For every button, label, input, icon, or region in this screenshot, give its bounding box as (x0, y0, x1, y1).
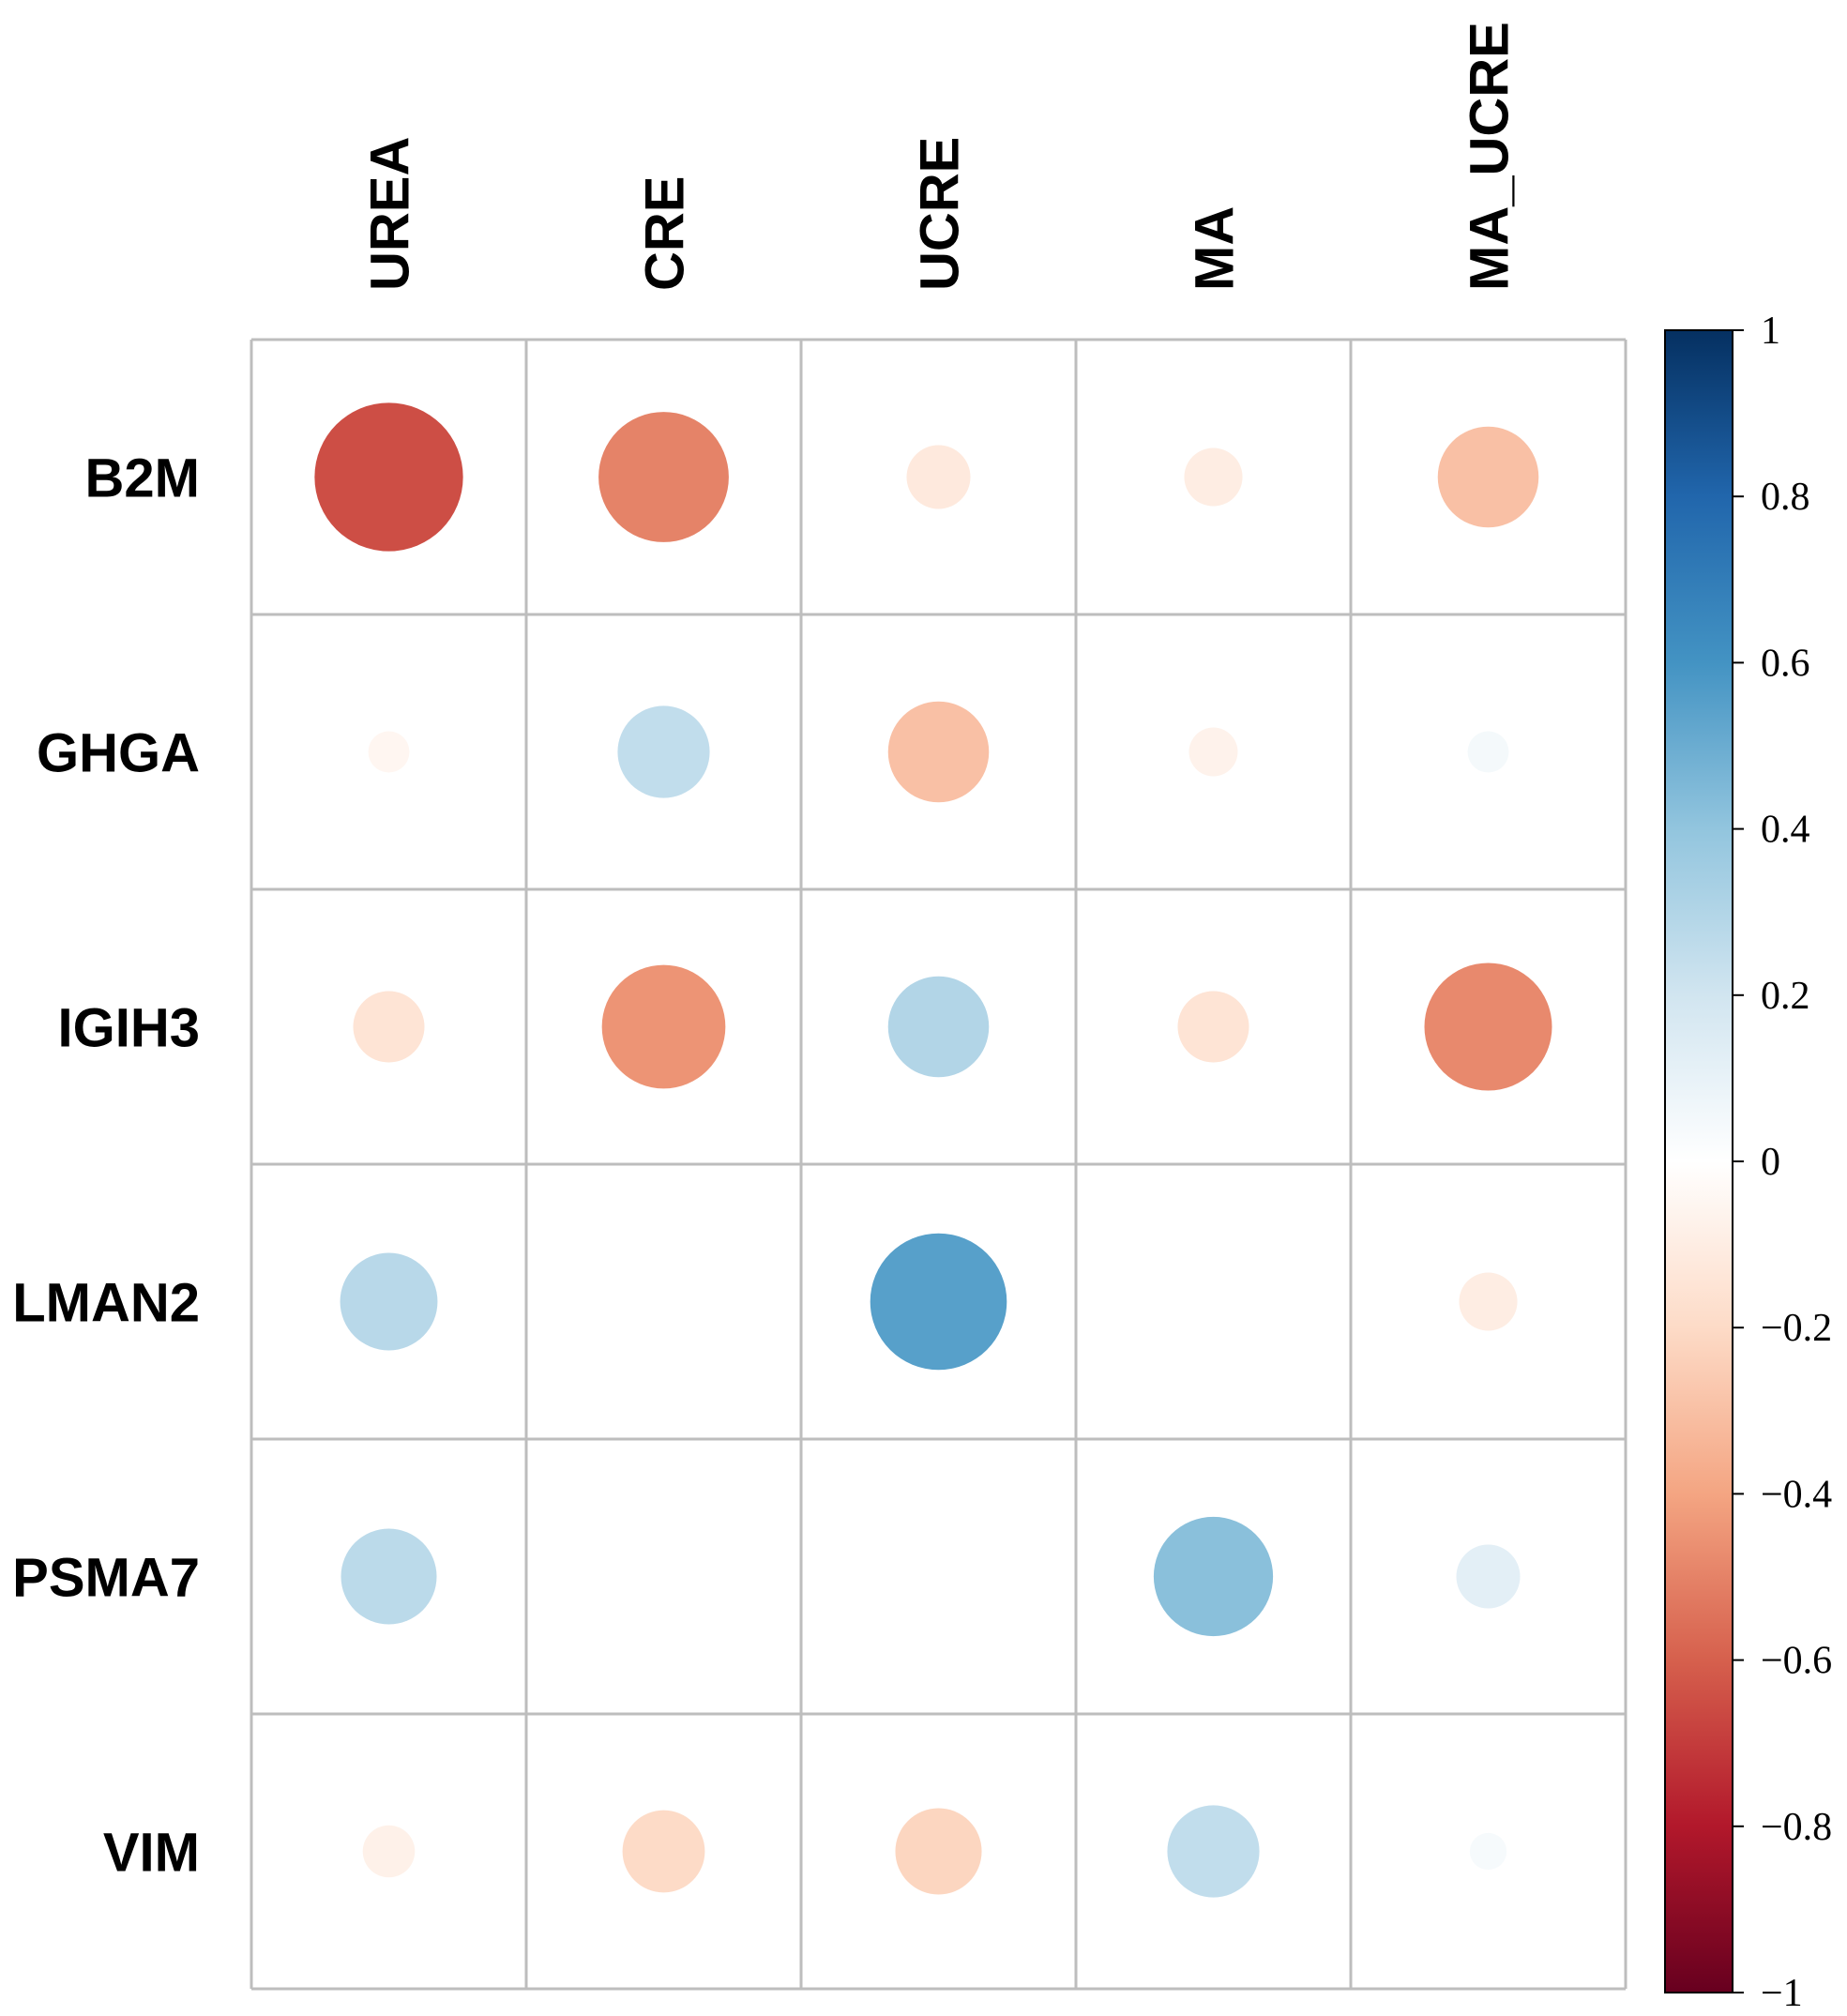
colorbar-tick-label: 0.8 (1761, 476, 1810, 519)
corr-circle-vim-ma (1167, 1805, 1260, 1898)
col-label-ucre: UCRE (910, 137, 971, 291)
corr-circle-lman2-ma_ucre (1459, 1272, 1518, 1331)
colorbar: 1 0.8 0.6 0.4 0.2 0 −0.2 −0.4 −0.6 −0.8 −1 (1664, 310, 1832, 2015)
colorbar-tick-label: 0.6 (1761, 642, 1810, 685)
corr-circle-ghga-ma_ucre (1467, 731, 1509, 773)
corr-circle-lman2-urea (340, 1252, 438, 1351)
corr-circle-b2m-ucre (906, 445, 971, 509)
corr-circle-igih3-ma (1177, 991, 1249, 1063)
col-label-ma_ucre: MA_UCRE (1460, 22, 1521, 291)
col-label-cre: CRE (635, 176, 696, 291)
corr-circle-vim-ucre (895, 1808, 982, 1895)
corr-circle-ghga-ma (1188, 727, 1238, 777)
corr-circle-vim-cre (622, 1810, 705, 1893)
colorbar-tick-label: 0.4 (1761, 809, 1810, 852)
row-label-igih3: IGIH3 (58, 998, 201, 1059)
corr-circle-ghga-ucre (887, 701, 990, 803)
corr-circle-psma7-ucre (934, 1572, 943, 1581)
corr-circle-vim-ma_ucre (1469, 1832, 1507, 1871)
row-labels: B2M GHGA IGIH3 LMAN2 PSMA7 VIM (12, 448, 200, 1884)
corr-circle-ghga-cre (617, 705, 710, 798)
corr-circle-b2m-ma (1184, 447, 1243, 507)
matrix-grid (250, 338, 1627, 1991)
corr-circle-psma7-cre (659, 1572, 668, 1581)
corr-circle-b2m-urea (314, 402, 463, 552)
column-labels: UREA CRE UCRE MA MA_UCRE (360, 22, 1521, 291)
corr-circle-ghga-urea (368, 731, 410, 773)
corr-circle-b2m-cre (598, 412, 729, 542)
colorbar-tick-label: −0.4 (1761, 1473, 1832, 1516)
row-label-ghga: GHGA (37, 723, 200, 784)
corr-circle-lman2-ucre (870, 1233, 1007, 1371)
row-label-lman2: LMAN2 (12, 1273, 200, 1334)
corr-circle-igih3-urea (353, 991, 425, 1063)
colorbar-tick-label: −0.6 (1761, 1640, 1832, 1683)
row-label-psma7: PSMA7 (12, 1548, 200, 1609)
corr-circle-lman2-cre (659, 1297, 668, 1306)
colorbar-tick-label: −0.8 (1761, 1806, 1832, 1849)
colorbar-gradient (1665, 330, 1733, 1993)
row-label-vim: VIM (103, 1823, 200, 1884)
col-label-ma: MA (1185, 206, 1246, 291)
corr-circle-igih3-cre (601, 964, 726, 1089)
corr-circle-psma7-ma_ucre (1456, 1544, 1521, 1609)
colorbar-tick-label: −0.2 (1761, 1307, 1832, 1350)
corr-circle-psma7-ma (1153, 1516, 1274, 1637)
corr-circle-b2m-ma_ucre (1437, 426, 1539, 528)
corr-circle-lman2-ma (1209, 1297, 1218, 1306)
corr-circle-igih3-ucre (887, 976, 990, 1078)
row-label-b2m: B2M (85, 448, 200, 509)
corr-circle-psma7-urea (341, 1528, 437, 1625)
colorbar-tick-label: 0.2 (1761, 975, 1810, 1018)
colorbar-tick-label: 0 (1761, 1141, 1780, 1184)
correlation-circles (314, 402, 1552, 1898)
corr-circle-igih3-ma_ucre (1424, 963, 1552, 1091)
colorbar-tick-label: 1 (1761, 310, 1780, 353)
matrix-cells (251, 340, 1626, 1989)
col-label-urea: UREA (360, 137, 421, 291)
colorbar-tick-label: −1 (1761, 1972, 1803, 2015)
corr-circle-vim-urea (362, 1825, 416, 1878)
